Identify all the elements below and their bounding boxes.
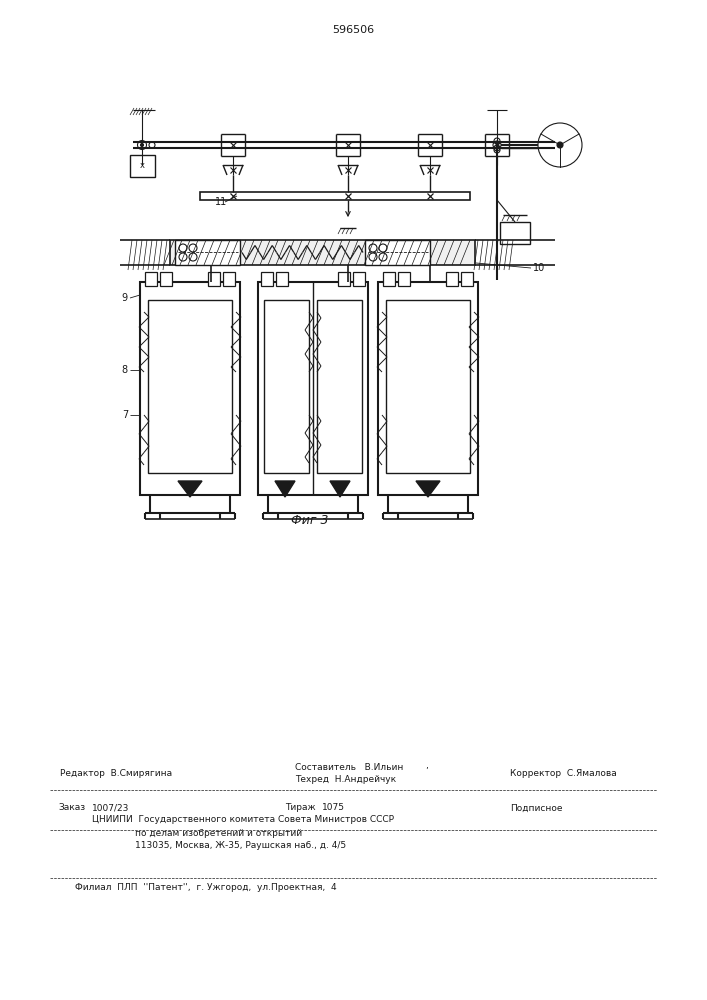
Text: Составитель   В.Ильин: Составитель В.Ильин bbox=[295, 764, 404, 772]
Text: 7: 7 bbox=[122, 410, 128, 420]
Text: Фиг 3: Фиг 3 bbox=[291, 514, 329, 526]
Bar bbox=[148, 300, 232, 473]
Bar bbox=[160, 272, 172, 286]
Text: x: x bbox=[139, 161, 144, 170]
Text: 9: 9 bbox=[122, 293, 128, 303]
Bar bbox=[200, 192, 470, 200]
Text: 10: 10 bbox=[533, 263, 545, 273]
Bar bbox=[365, 240, 430, 265]
Bar bbox=[170, 240, 475, 265]
Circle shape bbox=[557, 142, 563, 148]
Bar bbox=[398, 272, 410, 286]
Text: Подписное: Подписное bbox=[510, 804, 563, 812]
Text: 1075: 1075 bbox=[322, 804, 345, 812]
Bar bbox=[276, 272, 288, 286]
Bar bbox=[208, 272, 220, 286]
Text: Корректор  С.Ямалова: Корректор С.Ямалова bbox=[510, 770, 617, 778]
Polygon shape bbox=[416, 481, 440, 497]
Bar bbox=[317, 300, 362, 473]
Circle shape bbox=[141, 143, 144, 146]
Bar bbox=[500, 222, 530, 244]
Bar bbox=[338, 272, 350, 286]
Bar bbox=[223, 272, 235, 286]
Polygon shape bbox=[330, 481, 350, 497]
Text: 596506: 596506 bbox=[332, 25, 374, 35]
Bar bbox=[261, 272, 273, 286]
Bar bbox=[378, 282, 478, 495]
Text: по делам изобретений и открытий: по делам изобретений и открытий bbox=[135, 828, 302, 838]
Text: ЦНИИПИ  Государственного комитета Совета Министров СССР: ЦНИИПИ Государственного комитета Совета … bbox=[92, 816, 394, 824]
Bar bbox=[461, 272, 473, 286]
Polygon shape bbox=[275, 481, 295, 497]
Bar bbox=[386, 300, 470, 473]
Text: Филиал  ПЛП  ''Патент'',  г. Ужгород,  ул.Проектная,  4: Филиал ПЛП ''Патент'', г. Ужгород, ул.Пр… bbox=[75, 884, 337, 892]
Text: 8: 8 bbox=[122, 365, 128, 375]
Text: 1007/23: 1007/23 bbox=[92, 804, 129, 812]
Bar bbox=[383, 272, 395, 286]
Bar bbox=[446, 272, 458, 286]
Text: Заказ: Заказ bbox=[58, 804, 85, 812]
Bar bbox=[264, 300, 309, 473]
Text: 113035, Москва, Ж-35, Раушская наб., д. 4/5: 113035, Москва, Ж-35, Раушская наб., д. … bbox=[135, 840, 346, 850]
Text: ’: ’ bbox=[425, 767, 428, 776]
Text: Редактор  В.Смирягина: Редактор В.Смирягина bbox=[60, 770, 172, 778]
Text: 11: 11 bbox=[215, 197, 227, 207]
Bar bbox=[175, 240, 240, 265]
Bar bbox=[258, 282, 368, 495]
Text: Тираж: Тираж bbox=[285, 804, 315, 812]
Text: Техред  Н.Андрейчук: Техред Н.Андрейчук bbox=[295, 776, 396, 784]
Bar bbox=[140, 282, 240, 495]
Bar bbox=[130, 155, 155, 177]
Bar bbox=[145, 272, 157, 286]
Bar bbox=[353, 272, 365, 286]
Polygon shape bbox=[178, 481, 202, 497]
